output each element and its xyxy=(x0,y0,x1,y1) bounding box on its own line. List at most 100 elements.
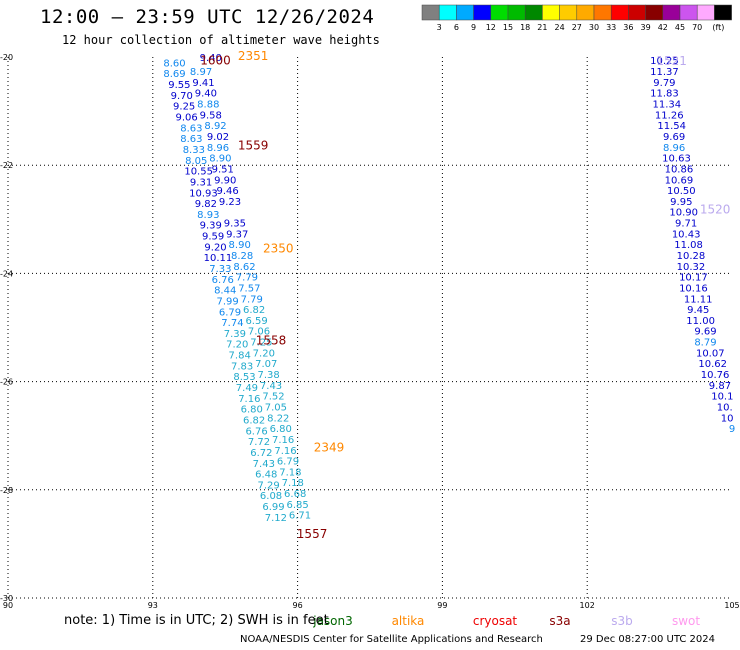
swh-point-label: 9 xyxy=(729,424,735,435)
swh-point-label: 7.79 xyxy=(236,273,258,284)
swh-point-label: 7.84 xyxy=(229,351,251,362)
swh-point-label: 6.76 xyxy=(212,275,234,286)
swh-point-label: 11.34 xyxy=(653,100,682,111)
swh-point-label: 8.93 xyxy=(197,210,219,221)
data-points: 10.2511.379.7911.8311.3411.2611.549.698.… xyxy=(163,53,735,524)
swh-point-label: 10.50 xyxy=(667,186,696,197)
legend-s3a: s3a xyxy=(549,614,570,628)
pass-labels: 2351 1600 1559 2350 1558 2349 1557 1521 1520 xyxy=(200,49,730,541)
swh-point-label: 9.79 xyxy=(653,78,675,89)
swh-point-label: 11.00 xyxy=(686,316,715,327)
swh-point-label: 10.17 xyxy=(679,273,708,284)
colorbar-label: 12 xyxy=(486,23,496,32)
colorbar-label: 36 xyxy=(623,23,633,32)
colorbar-label: 6 xyxy=(454,23,459,32)
swh-point-label: 8.44 xyxy=(214,286,236,297)
swh-point-label: 9.90 xyxy=(214,175,236,186)
y-tick-label: -30 xyxy=(0,594,13,603)
swh-point-label: 11.83 xyxy=(650,89,679,100)
colorbar-swatch xyxy=(714,4,732,21)
swh-point-label: 7.49 xyxy=(236,383,258,394)
pass-time-label: 2351 xyxy=(238,49,269,63)
swh-point-label: 9.23 xyxy=(219,197,241,208)
swh-point-label: 8.28 xyxy=(231,251,253,262)
swh-point-label: 10.32 xyxy=(677,262,706,273)
swh-point-label: 7.38 xyxy=(258,370,280,381)
swh-point-label: 9.39 xyxy=(200,221,222,232)
swh-point-label: 8.69 xyxy=(163,69,185,80)
swh-point-label: 8.92 xyxy=(204,121,226,132)
swh-point-label: 9.31 xyxy=(190,177,212,188)
swh-point-label: 9.82 xyxy=(195,199,217,210)
swh-point-label: 7.07 xyxy=(255,359,277,370)
colorbar-label: 39 xyxy=(641,23,651,32)
swh-point-label: 7.72 xyxy=(248,437,270,448)
x-tick-label: 105 xyxy=(724,601,739,610)
swh-point-label: 9.69 xyxy=(694,327,716,338)
pass-time-label: 1600 xyxy=(200,54,231,68)
colorbar-label: 27 xyxy=(572,23,582,32)
swh-point-label: 9.37 xyxy=(226,229,248,240)
colorbar-swatch xyxy=(456,4,474,21)
swh-point-label: 7.74 xyxy=(221,318,243,329)
swh-point-label: 8.90 xyxy=(229,240,251,251)
x-tick-label: 93 xyxy=(148,601,158,610)
pass-time-label: 1521 xyxy=(656,54,687,68)
swh-point-label: 7.12 xyxy=(265,513,287,524)
colorbar-label: 30 xyxy=(589,23,599,32)
chart-title: 12:00 — 23:59 UTC 12/26/2024 xyxy=(40,6,375,28)
legend-jason3: jason3 xyxy=(312,614,353,628)
pass-time-label: 2349 xyxy=(314,441,345,455)
swh-point-label: 9.45 xyxy=(687,305,709,316)
chart-grid xyxy=(7,57,732,599)
swh-point-label: 7.83 xyxy=(231,361,253,372)
legend-swot: swot xyxy=(672,614,700,628)
colorbar-unit: (ft) xyxy=(712,23,724,32)
x-tick-label: 96 xyxy=(293,601,303,610)
swh-point-label: 11.37 xyxy=(650,67,679,78)
swh-point-label: 6.59 xyxy=(245,316,267,327)
swh-point-label: 9.40 xyxy=(200,53,222,64)
swh-point-label: 7.16 xyxy=(274,446,296,457)
swh-point-label: 8.97 xyxy=(190,67,212,78)
swh-point-label: 6.08 xyxy=(260,491,282,502)
swh-point-label: 9.95 xyxy=(670,197,692,208)
y-tick-label: -24 xyxy=(0,269,13,278)
colorbar-swatch xyxy=(524,4,543,21)
swh-point-label: 6.82 xyxy=(243,305,265,316)
colorbar-swatch xyxy=(576,4,595,21)
swh-point-label: 10.90 xyxy=(669,208,698,219)
swh-point-label: 6.85 xyxy=(286,500,308,511)
swh-point-label: 7.05 xyxy=(265,402,287,413)
swh-point-label: 7.20 xyxy=(226,340,248,351)
colorbar-swatch xyxy=(507,4,526,21)
colorbar-label: 3 xyxy=(437,23,442,32)
swh-point-label: 6.76 xyxy=(245,426,267,437)
swh-point-label: 9.20 xyxy=(204,242,226,253)
colorbar-label: 70 xyxy=(692,23,702,32)
swh-point-label: 9.87 xyxy=(709,381,731,392)
swh-point-label: 7.43 xyxy=(260,381,282,392)
swh-point-label: 9.71 xyxy=(675,219,697,230)
chart-subtitle: 12 hour collection of altimeter wave hei… xyxy=(62,33,380,47)
swh-point-label: 9.25 xyxy=(173,102,195,113)
swh-point-label: 10.11 xyxy=(204,253,233,264)
legend-cryosat: cryosat xyxy=(473,614,518,628)
swh-point-label: 9.35 xyxy=(224,219,246,230)
swh-point-label: 6.68 xyxy=(284,489,306,500)
swh-point-label: 7.33 xyxy=(209,264,231,275)
pass-time-label: 1558 xyxy=(256,333,287,347)
swh-point-label: 9.51 xyxy=(212,164,234,175)
colorbar-swatch xyxy=(696,4,715,21)
swh-point-label: 8.63 xyxy=(180,134,202,145)
swh-point-label: 8.79 xyxy=(694,338,716,349)
swh-point-label: 7.39 xyxy=(224,329,246,340)
swh-point-label: 7.06 xyxy=(248,327,270,338)
swh-point-label: 11.26 xyxy=(655,110,684,121)
swh-point-label: 9.40 xyxy=(195,89,217,100)
swh-point-label: 10.86 xyxy=(665,164,694,175)
swh-point-label: 8.96 xyxy=(207,143,229,154)
swh-point-label: 9.06 xyxy=(175,113,197,124)
swh-point-label: 6.71 xyxy=(289,511,311,522)
colorbar-swatch xyxy=(662,4,681,21)
